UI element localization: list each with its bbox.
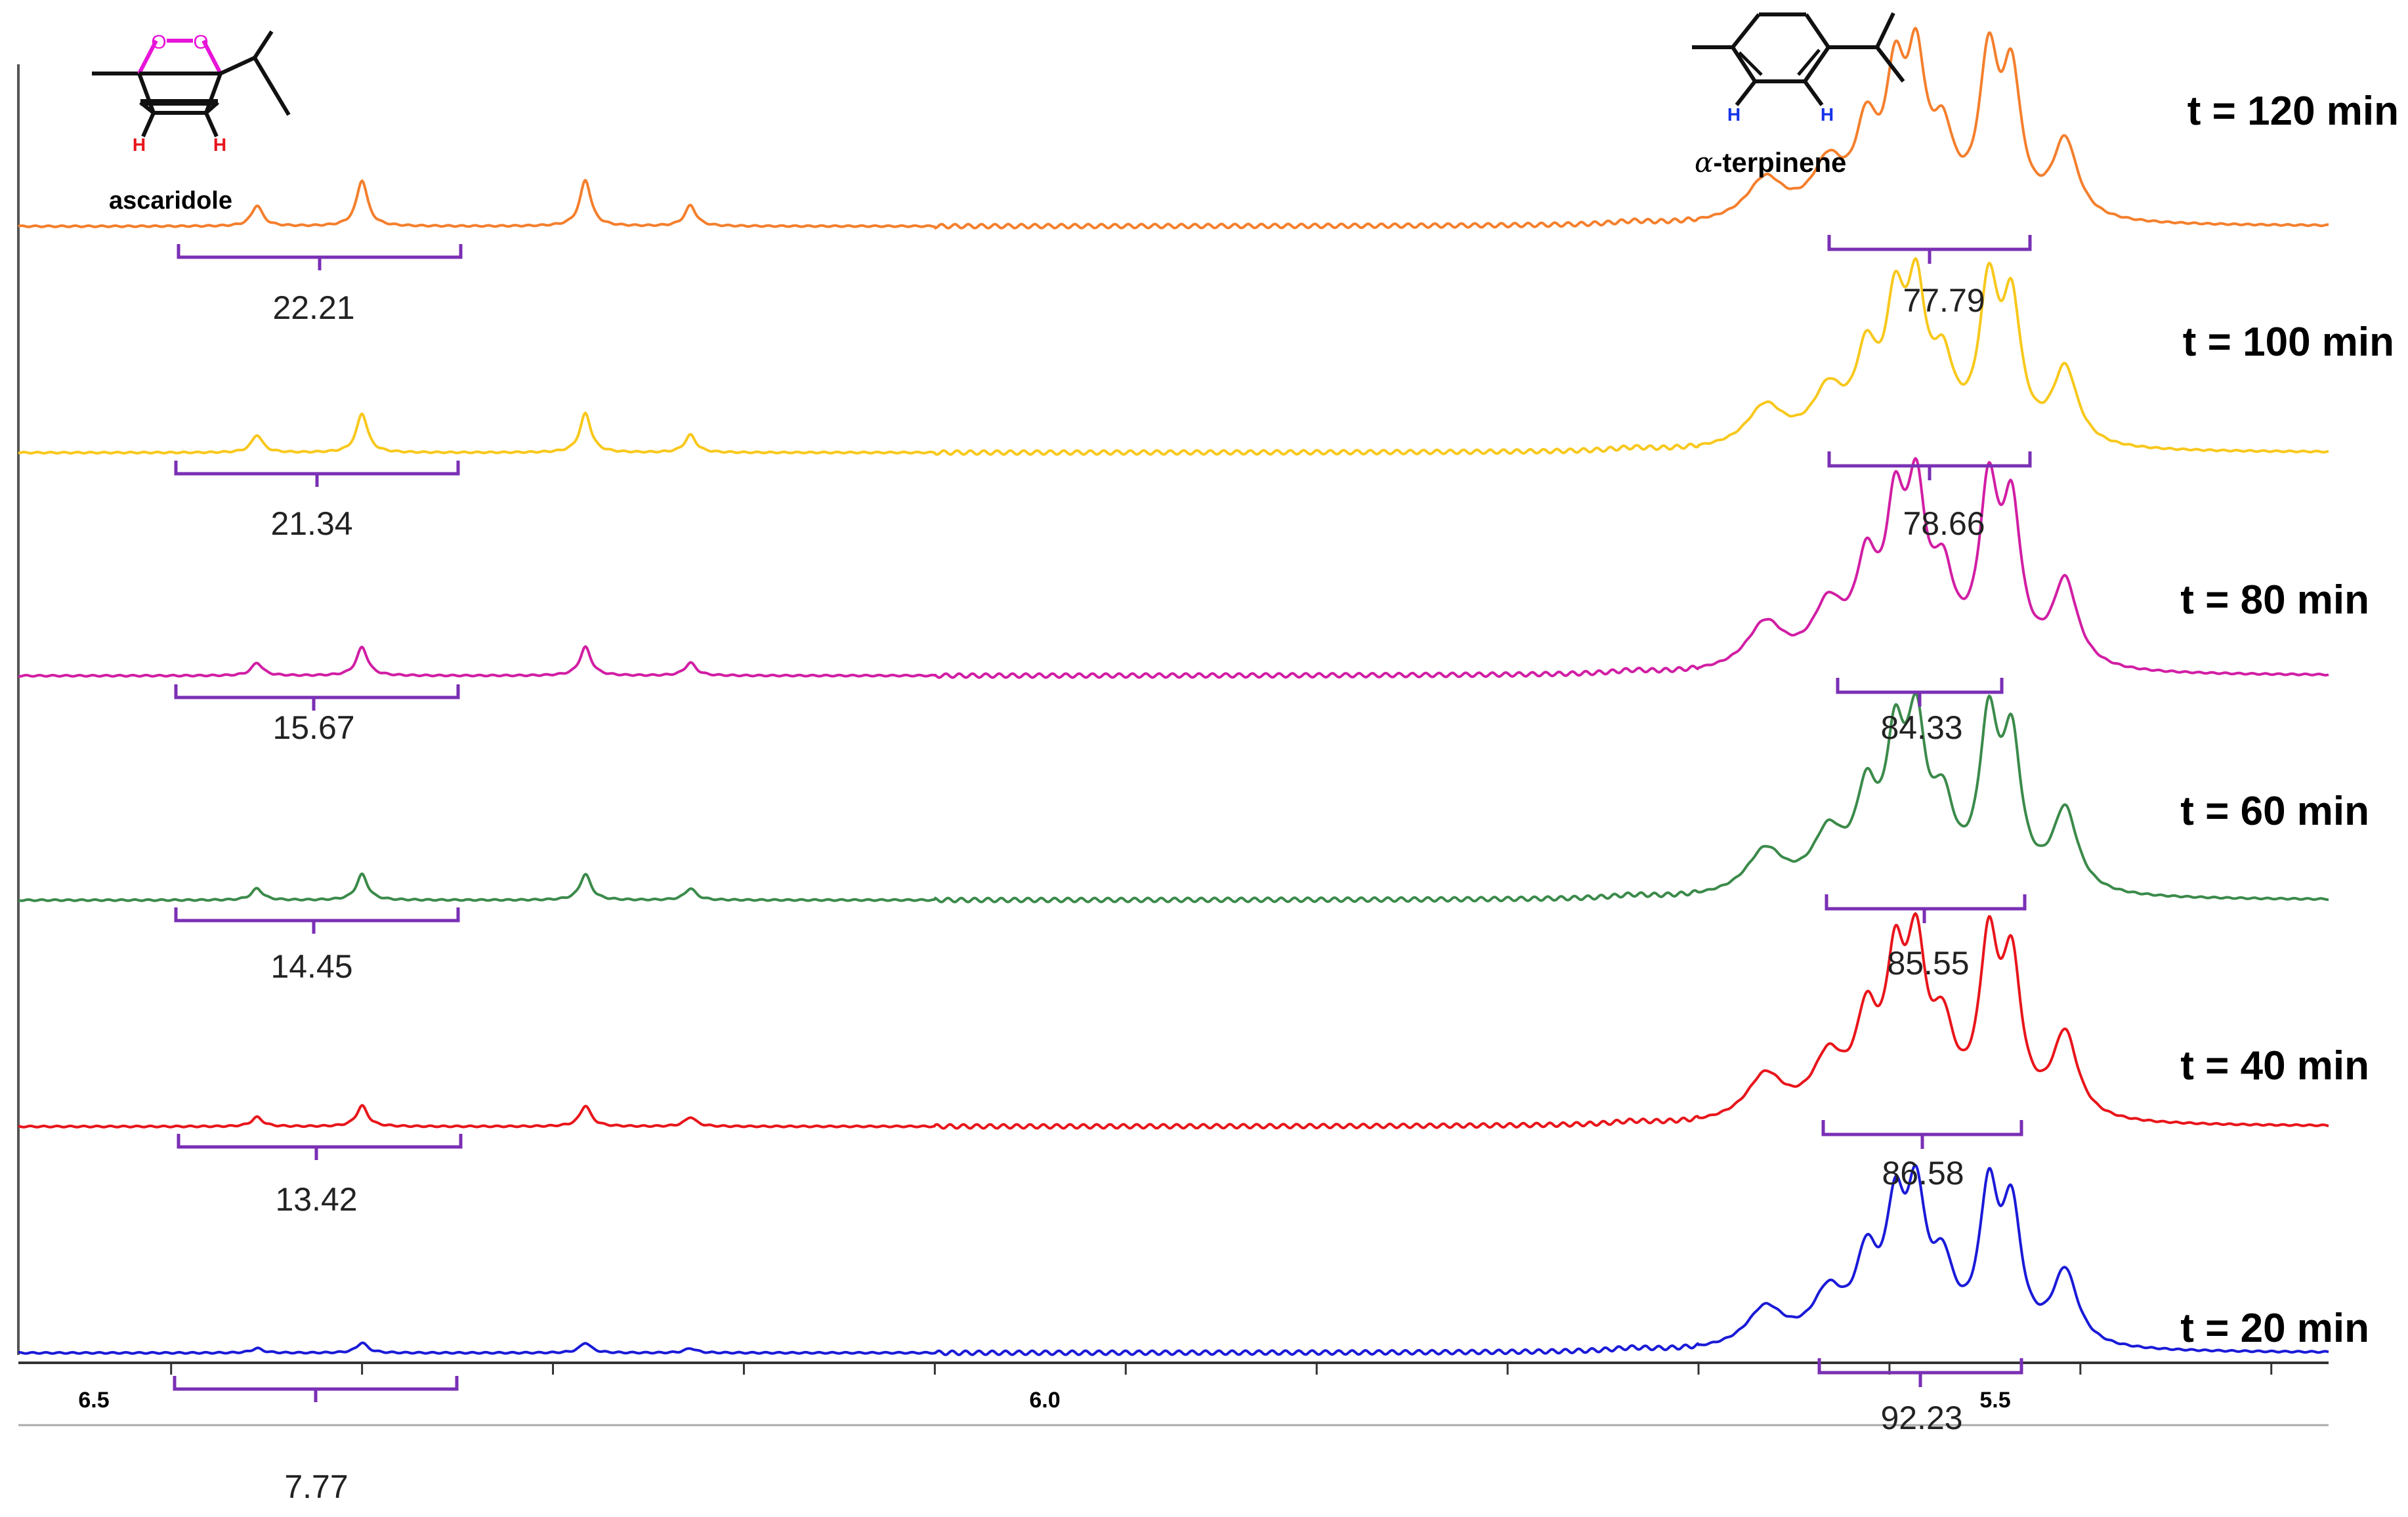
terpinene-bracket-60 <box>1825 894 2027 923</box>
ascaridole-bracket-60 <box>174 907 460 934</box>
ascaridole-integral-80: 15.67 <box>272 709 354 746</box>
ascaridole-name: ascaridole <box>109 187 232 215</box>
terpinene-integral-40: 86.58 <box>1882 1155 1964 1192</box>
spectrum-trace-80-min <box>18 457 2329 679</box>
alpha-symbol: α <box>1695 146 1713 178</box>
ascaridole-bracket-120 <box>177 244 463 270</box>
ascaridole-structure: O O H H <box>92 30 291 155</box>
terpinene-integral-120: 77.79 <box>1903 282 1985 319</box>
time-label-60: t = 60 min <box>2180 789 2369 834</box>
x-tick-label-6-0: 6.0 <box>1029 1388 1060 1413</box>
terpinene-bracket-20 <box>1817 1358 2023 1387</box>
ascaridole-integral-40: 13.42 <box>275 1181 357 1218</box>
h-label-terp-left: H <box>1727 104 1741 125</box>
spectrum-trace-60-min <box>18 692 2329 904</box>
terpinene-bracket-40 <box>1821 1120 2023 1149</box>
ascaridole-integral-60: 14.45 <box>270 948 352 985</box>
ascaridole-integral-20: 7.77 <box>284 1468 348 1505</box>
terpinene-bracket-80 <box>1836 678 2004 707</box>
ascaridole-integral-100: 21.34 <box>270 505 352 542</box>
terpinene-integral-100: 78.66 <box>1903 505 1985 542</box>
ascaridole-bracket-40 <box>177 1134 463 1160</box>
spectrum-trace-40-min <box>18 911 2329 1130</box>
ascaridole-bracket-80 <box>174 684 460 711</box>
ascaridole-integral-120: 22.21 <box>272 289 354 326</box>
terpinene-integral-80: 84.33 <box>1880 709 1962 746</box>
h-label-left: H <box>133 135 146 155</box>
time-label-40: t = 40 min <box>2180 1043 2369 1089</box>
o-label-right: O <box>193 31 208 53</box>
h-label-terp-right: H <box>1821 104 1834 125</box>
alpha-terpinene-structure: H H <box>1692 12 1905 125</box>
terpinene-bracket-120 <box>1827 235 2032 264</box>
integral-values: 22.21 77.79 21.34 78.66 15.67 84.33 14.4… <box>270 282 1985 1505</box>
o-label-left: O <box>151 31 166 53</box>
x-tick-label-6-5: 6.5 <box>78 1388 109 1413</box>
spectrum-trace-100-min <box>18 257 2329 456</box>
integration-brackets <box>173 235 2032 1402</box>
h-label-right: H <box>213 135 226 155</box>
time-labels: t = 120 min t = 100 min t = 80 min t = 6… <box>2180 89 2399 1351</box>
time-label-80: t = 80 min <box>2180 577 2369 623</box>
time-label-100: t = 100 min <box>2183 320 2394 365</box>
spectrum-trace-20-min <box>18 1163 2329 1356</box>
x-tick-label-5-5: 5.5 <box>1979 1388 2010 1413</box>
ascaridole-bracket-100 <box>174 461 460 487</box>
terpinene-word: -terpinene <box>1713 147 1846 178</box>
alpha-terpinene-name: α-terpinene <box>1695 146 1846 178</box>
time-label-20: t = 20 min <box>2180 1306 2369 1351</box>
terpinene-integral-60: 85.55 <box>1887 945 1969 982</box>
terpinene-bracket-100 <box>1827 451 2032 480</box>
terpinene-integral-20: 92.23 <box>1880 1400 1962 1436</box>
axis-frame: 6.5 6.0 5.5 <box>17 64 2329 1426</box>
spectrum-trace-120-min <box>18 26 2329 230</box>
time-label-120: t = 120 min <box>2187 89 2399 134</box>
spectra-traces <box>18 26 2329 1356</box>
ascaridole-bracket-20 <box>173 1376 459 1402</box>
